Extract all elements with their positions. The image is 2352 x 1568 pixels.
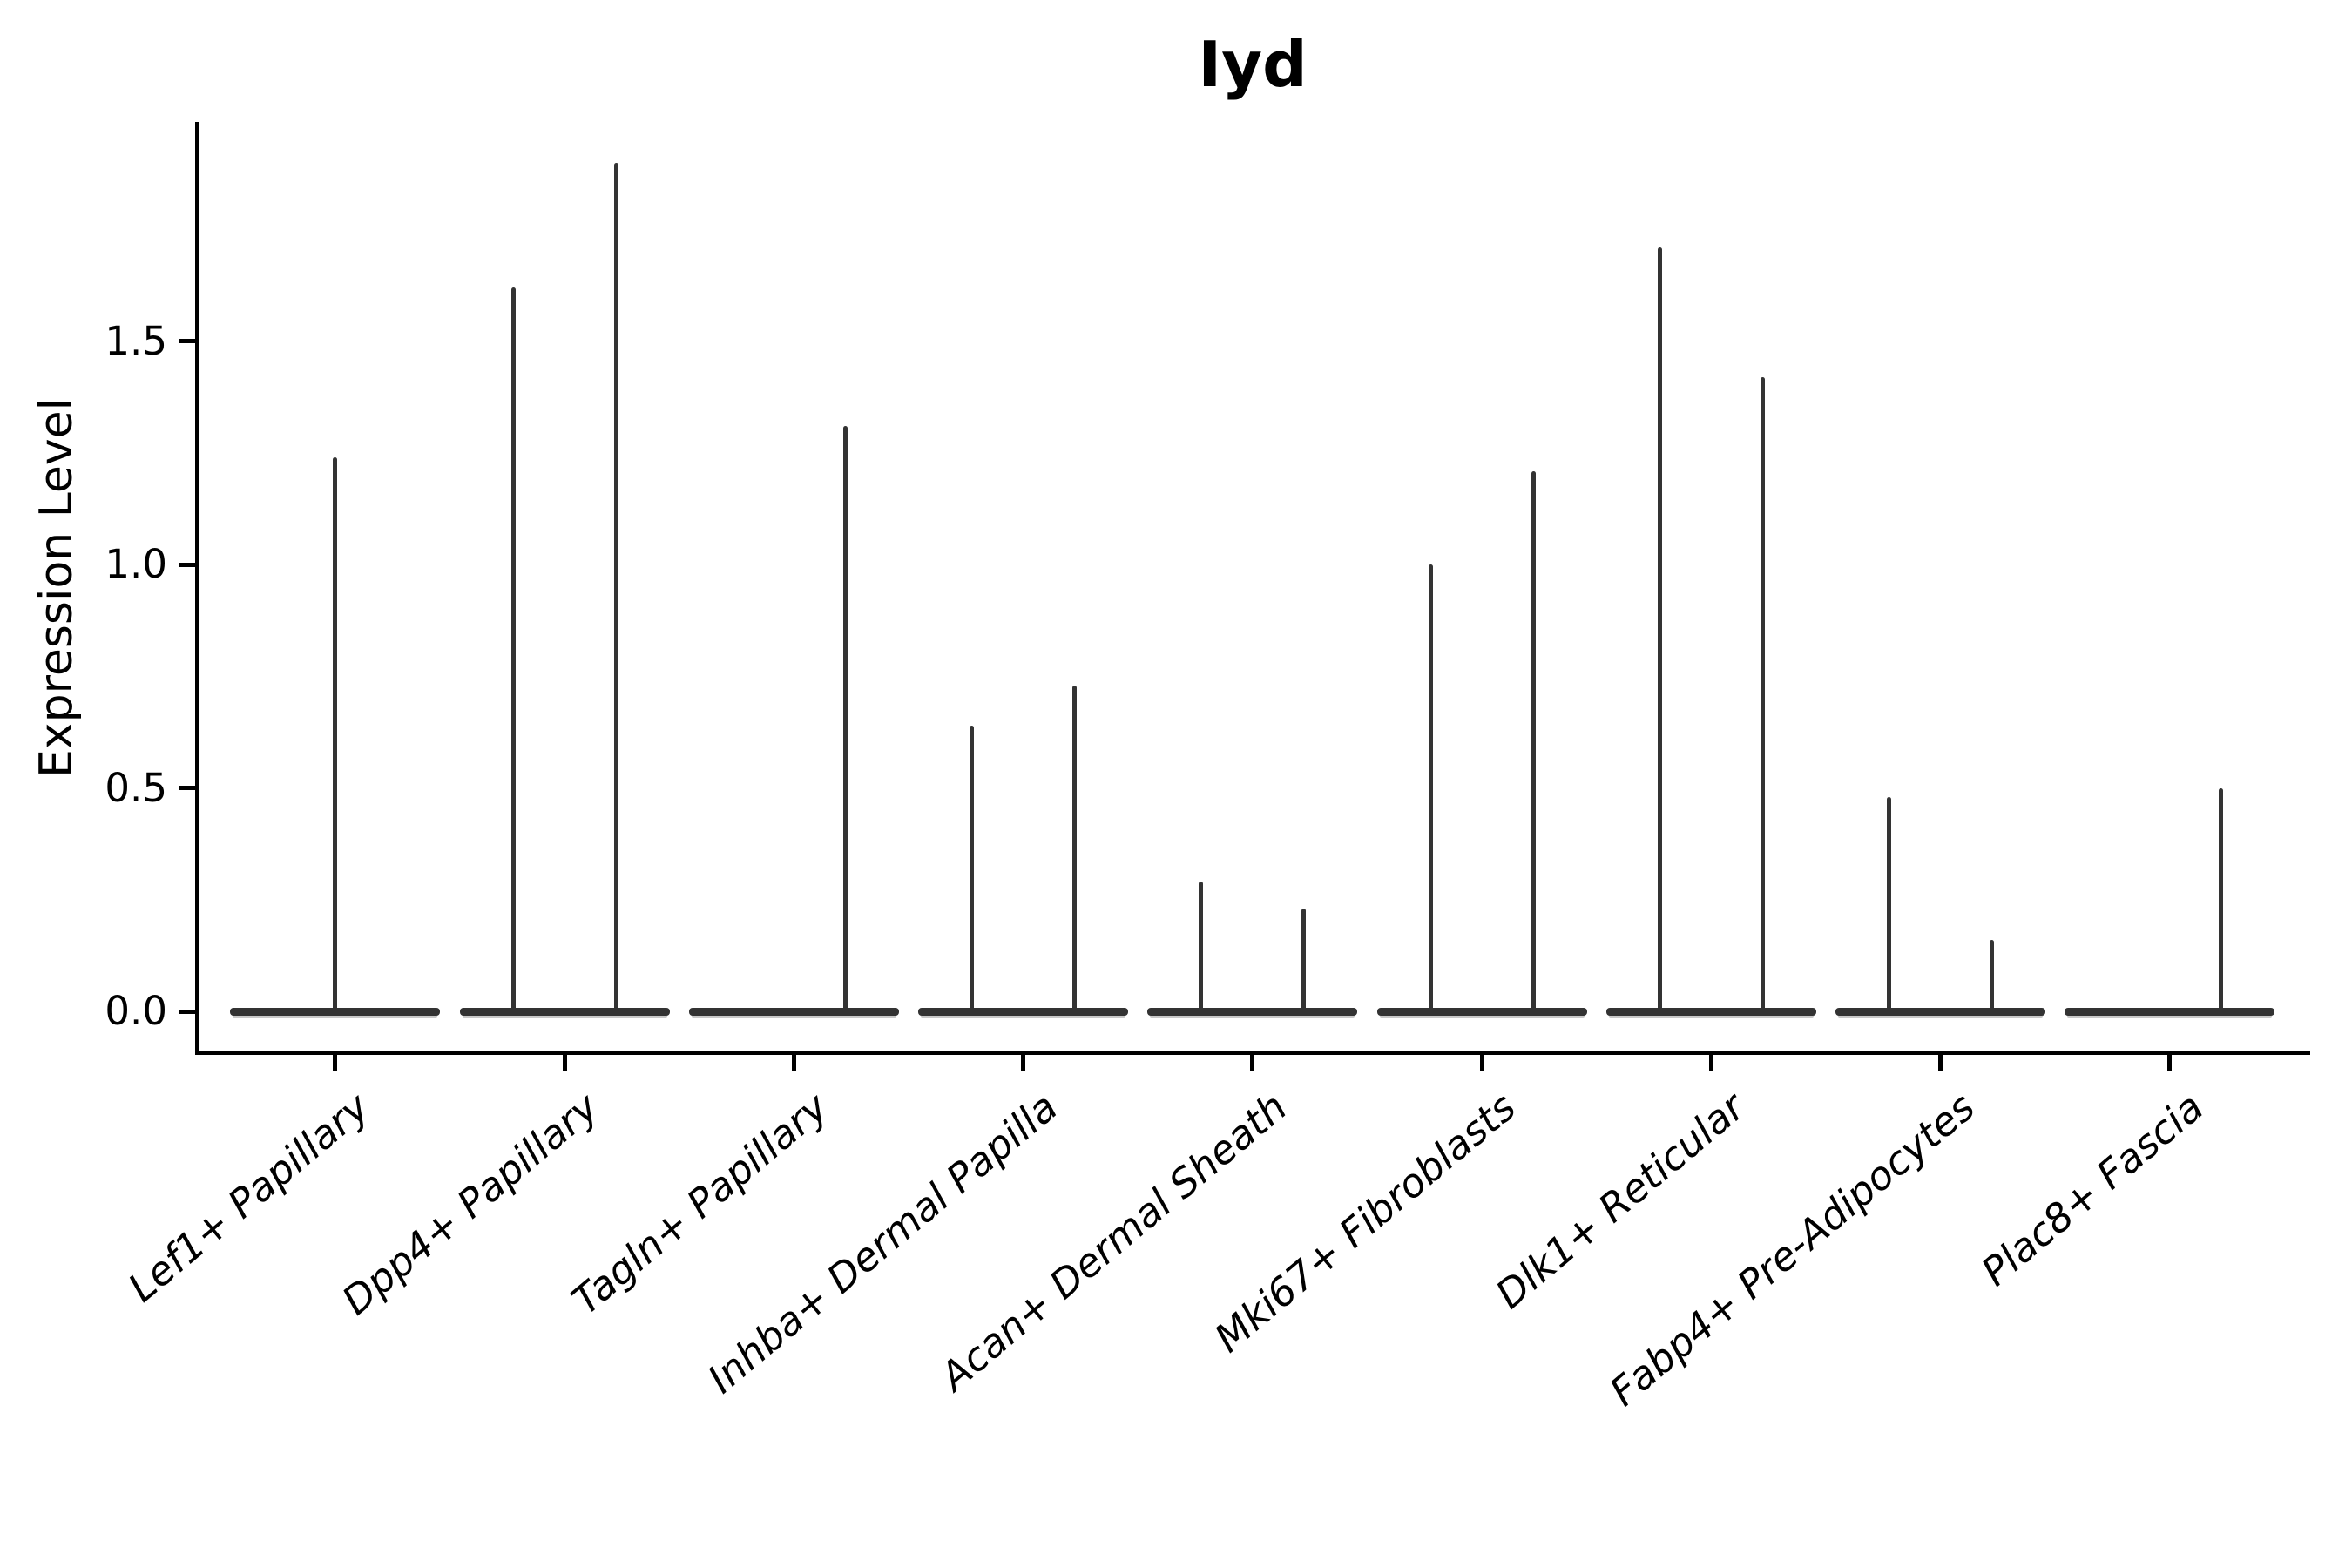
- violin-spike: [1072, 685, 1077, 1011]
- violin-baseline: [1147, 1007, 1358, 1016]
- x-tick-label: Lef1+ Papillary: [119, 1084, 378, 1311]
- violin-spike: [613, 162, 618, 1011]
- x-tick-mark: [1479, 1055, 1484, 1071]
- y-tick-label: 1.5: [105, 317, 167, 364]
- violin-baseline-fill: [1838, 1015, 2043, 1018]
- y-tick-label: 0.5: [105, 764, 167, 811]
- x-tick-label: Fabp4+ Pre-Adipocytes: [1600, 1084, 1984, 1416]
- violin-baseline: [459, 1007, 670, 1016]
- violin-baseline-fill: [1150, 1015, 1355, 1018]
- violin-baseline: [2065, 1007, 2275, 1016]
- y-tick-label: 0.0: [105, 988, 167, 1034]
- x-tick-mark: [791, 1055, 796, 1071]
- x-axis-line: [195, 1051, 2310, 1055]
- x-tick-mark: [1250, 1055, 1255, 1071]
- chart-title: Iyd: [1198, 28, 1308, 101]
- violin-spike: [1199, 882, 1204, 1011]
- violin-spike: [2219, 787, 2224, 1011]
- x-tick-mark: [1938, 1055, 1943, 1071]
- y-tick-label: 1.0: [105, 541, 167, 588]
- x-tick-mark: [1021, 1055, 1025, 1071]
- violin-baseline: [688, 1007, 899, 1016]
- y-axis-line: [195, 122, 199, 1055]
- violin-baseline-fill: [1608, 1015, 1814, 1018]
- violin-spike: [1657, 247, 1662, 1011]
- violin-baseline-fill: [1379, 1015, 1585, 1018]
- violin-baseline: [918, 1007, 1128, 1016]
- violin-baseline: [1835, 1007, 2045, 1016]
- violin-spike: [1428, 564, 1433, 1011]
- violin-baseline-fill: [462, 1015, 667, 1018]
- violin-baseline: [1605, 1007, 1816, 1016]
- violin-spike: [842, 426, 848, 1011]
- x-tick-mark: [333, 1055, 338, 1071]
- x-tick-mark: [1708, 1055, 1713, 1071]
- violin-spike: [1990, 939, 1994, 1011]
- violin-baseline-fill: [233, 1015, 438, 1018]
- violin-baseline-fill: [691, 1015, 896, 1018]
- violin-spike: [1531, 470, 1536, 1011]
- y-tick-mark: [179, 786, 195, 791]
- violin-baseline-fill: [921, 1015, 1125, 1018]
- violin-spike: [333, 457, 338, 1011]
- x-tick-label: Plac8+ Fascia: [1972, 1084, 2213, 1295]
- violin-baseline: [230, 1007, 441, 1016]
- violin-spike: [970, 725, 974, 1011]
- y-tick-mark: [179, 1009, 195, 1014]
- violin-spike: [1760, 376, 1765, 1011]
- violin-baseline: [1376, 1007, 1587, 1016]
- x-tick-mark: [562, 1055, 567, 1071]
- violin-spike: [1301, 909, 1307, 1011]
- y-tick-mark: [179, 562, 195, 567]
- violin-baseline-fill: [2067, 1015, 2273, 1018]
- x-tick-mark: [2167, 1055, 2173, 1071]
- x-tick-label: Dlk1+ Reticular: [1487, 1084, 1754, 1318]
- y-tick-mark: [179, 339, 195, 344]
- violin-spike: [510, 287, 516, 1011]
- violin-spike: [1887, 796, 1891, 1011]
